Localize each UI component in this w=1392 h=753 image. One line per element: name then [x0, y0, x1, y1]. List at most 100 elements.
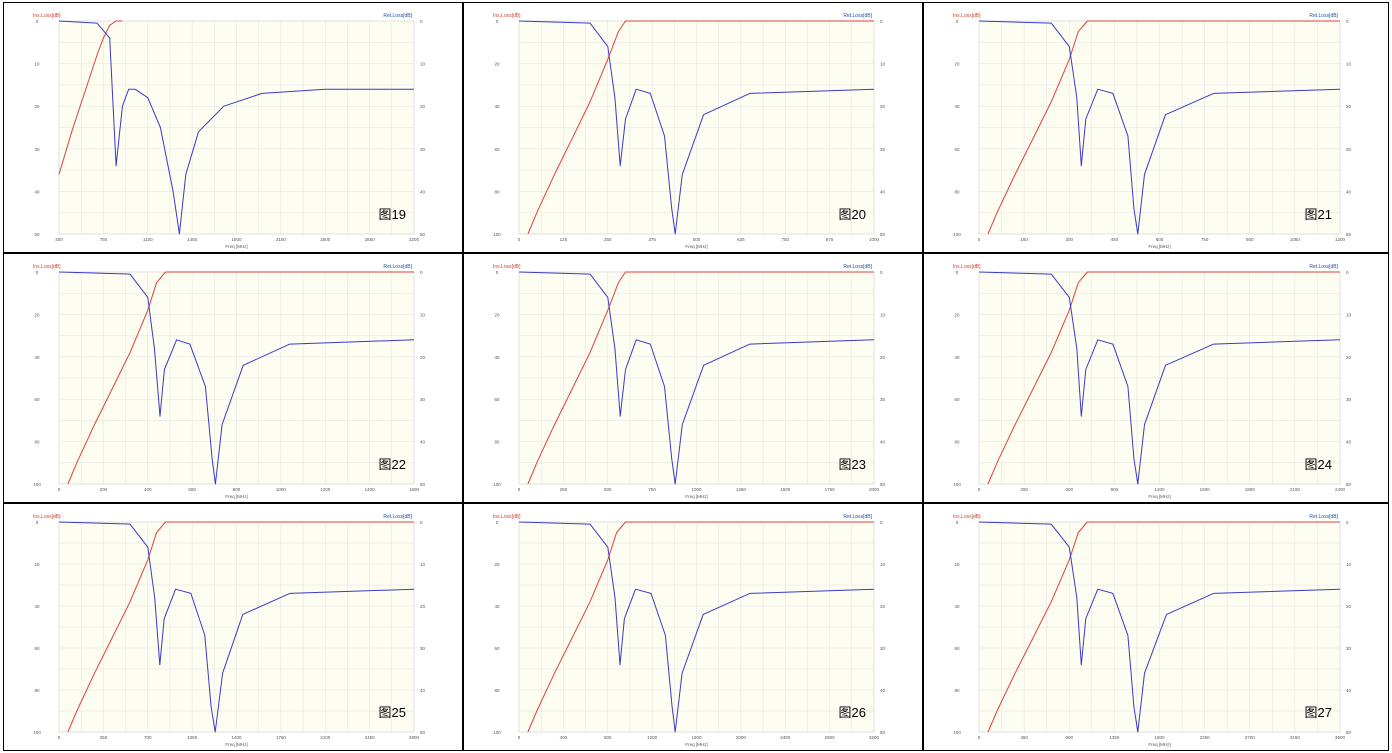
left-tick-label: 100 — [493, 232, 501, 237]
ret-loss-line — [58, 20, 414, 235]
right-tick-label: 10 — [1346, 562, 1352, 567]
chart-panel: Ins.Loss[dB] Ret.Loss[dB] Freq [MHz] 0 20 40 6… — [923, 2, 1389, 253]
left-tick-label: 40 — [494, 104, 500, 109]
chart-panel: Ins.Loss[dB] Ret.Loss[dB] Freq [MHz] 0 20 40 6… — [3, 503, 463, 751]
ins-loss-line — [58, 20, 123, 175]
right-tick-label: 10 — [420, 312, 426, 317]
left-tick-label: 40 — [954, 604, 960, 609]
x-tick-label: 1000 — [869, 237, 880, 242]
x-tick-label: 450 — [1111, 237, 1119, 242]
x-tick-label: 0 — [978, 735, 981, 740]
x-tick-label: 1600 — [409, 487, 420, 492]
x-tick-label: 900 — [1111, 487, 1119, 492]
ret-loss-line — [58, 271, 415, 485]
x-tick-label: 1200 — [1335, 237, 1346, 242]
left-tick-label: 20 — [34, 312, 40, 317]
x-axis-title: Freq [MHz] — [225, 742, 247, 747]
x-tick-label: 1800 — [1245, 487, 1256, 492]
x-tick-label: 2400 — [1335, 487, 1346, 492]
right-tick-label: 50 — [880, 730, 886, 735]
left-tick-label: 20 — [954, 312, 960, 317]
left-axis-title: Ins.Loss[dB] — [953, 13, 981, 19]
left-tick-label: 60 — [494, 397, 500, 402]
x-tick-label: 1500 — [1200, 487, 1211, 492]
x-axis-title: Freq [MHz] — [225, 244, 247, 249]
ins-loss-line — [67, 521, 414, 733]
x-tick-label: 450 — [1020, 735, 1028, 740]
x-tick-label: 500 — [604, 487, 612, 492]
x-tick-label: 750 — [100, 237, 108, 242]
x-tick-label: 2800 — [825, 735, 836, 740]
figure-label: 图23 — [838, 457, 866, 472]
ins-loss-line — [987, 271, 1340, 485]
x-tick-label: 1750 — [276, 735, 287, 740]
left-tick-label: 60 — [954, 147, 960, 152]
left-tick-label: 0 — [36, 520, 39, 525]
chart-panel: Ins.Loss[dB] Ret.Loss[dB] Freq [MHz] 0 20 40 6… — [463, 503, 923, 751]
figure-label: 图19 — [378, 207, 406, 222]
x-axis-title: Freq [MHz] — [685, 742, 707, 747]
x-tick-label: 250 — [560, 487, 568, 492]
x-tick-label: 750 — [648, 487, 656, 492]
ret-loss-line — [978, 521, 1341, 733]
right-tick-label: 30 — [1346, 646, 1352, 651]
x-tick-label: 1200 — [647, 735, 658, 740]
right-tick-label: 40 — [1346, 688, 1352, 693]
right-axis-title: Ret.Loss[dB] — [1309, 514, 1338, 520]
left-tick-label: 60 — [954, 397, 960, 402]
chart-svg: Ins.Loss[dB] Ret.Loss[dB] Freq [MHz] 0 20 40 6… — [953, 264, 1352, 499]
chart-panel: Ins.Loss[dB] Ret.Loss[dB] Freq [MHz] 0 20 40 6… — [923, 253, 1389, 503]
ret-loss-line — [978, 20, 1341, 235]
x-tick-label: 3200 — [869, 735, 880, 740]
left-tick-label: 40 — [34, 604, 40, 609]
right-tick-label: 0 — [880, 520, 883, 525]
ret-loss-line — [518, 521, 875, 733]
left-tick-label: 40 — [494, 604, 500, 609]
right-tick-label: 40 — [1346, 189, 1352, 194]
x-tick-label: 500 — [693, 237, 701, 242]
x-tick-label: 1750 — [825, 487, 836, 492]
left-tick-label: 80 — [494, 688, 500, 693]
x-tick-label: 3200 — [409, 237, 420, 242]
left-tick-label: 40 — [954, 355, 960, 360]
x-tick-label: 1000 — [276, 487, 287, 492]
x-tick-label: 2000 — [736, 735, 747, 740]
right-tick-label: 20 — [420, 355, 426, 360]
x-tick-label: 0 — [58, 735, 61, 740]
left-tick-label: 40 — [954, 104, 960, 109]
right-tick-label: 50 — [420, 232, 426, 237]
x-axis-title: Freq [MHz] — [225, 494, 247, 499]
left-tick-label: 20 — [34, 562, 40, 567]
right-axis-title: Ret.Loss[dB] — [383, 514, 412, 520]
figure-label: 图24 — [1304, 457, 1332, 472]
right-axis-title: Ret.Loss[dB] — [843, 514, 872, 520]
left-tick-label: 0 — [956, 270, 959, 275]
x-tick-label: 150 — [1020, 237, 1028, 242]
x-tick-label: 2000 — [869, 487, 880, 492]
left-tick-label: 80 — [34, 440, 40, 445]
x-tick-label: 0 — [58, 487, 61, 492]
x-tick-label: 1500 — [780, 487, 791, 492]
left-tick-label: 80 — [954, 440, 960, 445]
right-tick-label: 0 — [880, 270, 883, 275]
x-tick-label: 800 — [604, 735, 612, 740]
x-tick-label: 2800 — [409, 735, 420, 740]
right-tick-label: 10 — [880, 562, 886, 567]
ins-loss-line — [527, 20, 874, 235]
right-tick-label: 50 — [880, 482, 886, 487]
x-tick-label: 600 — [1156, 237, 1164, 242]
right-tick-label: 30 — [1346, 147, 1352, 152]
left-tick-label: 10 — [34, 62, 40, 67]
left-tick-label: 40 — [34, 189, 40, 194]
left-axis-title: Ins.Loss[dB] — [493, 13, 521, 19]
x-tick-label: 2500 — [320, 237, 331, 242]
x-tick-label: 1100 — [143, 237, 153, 242]
left-tick-label: 100 — [33, 730, 41, 735]
right-tick-label: 20 — [420, 604, 426, 609]
x-tick-label: 1050 — [187, 735, 198, 740]
left-tick-label: 100 — [493, 730, 501, 735]
x-tick-label: 2400 — [780, 735, 791, 740]
right-tick-label: 40 — [420, 440, 426, 445]
left-tick-label: 100 — [953, 730, 961, 735]
